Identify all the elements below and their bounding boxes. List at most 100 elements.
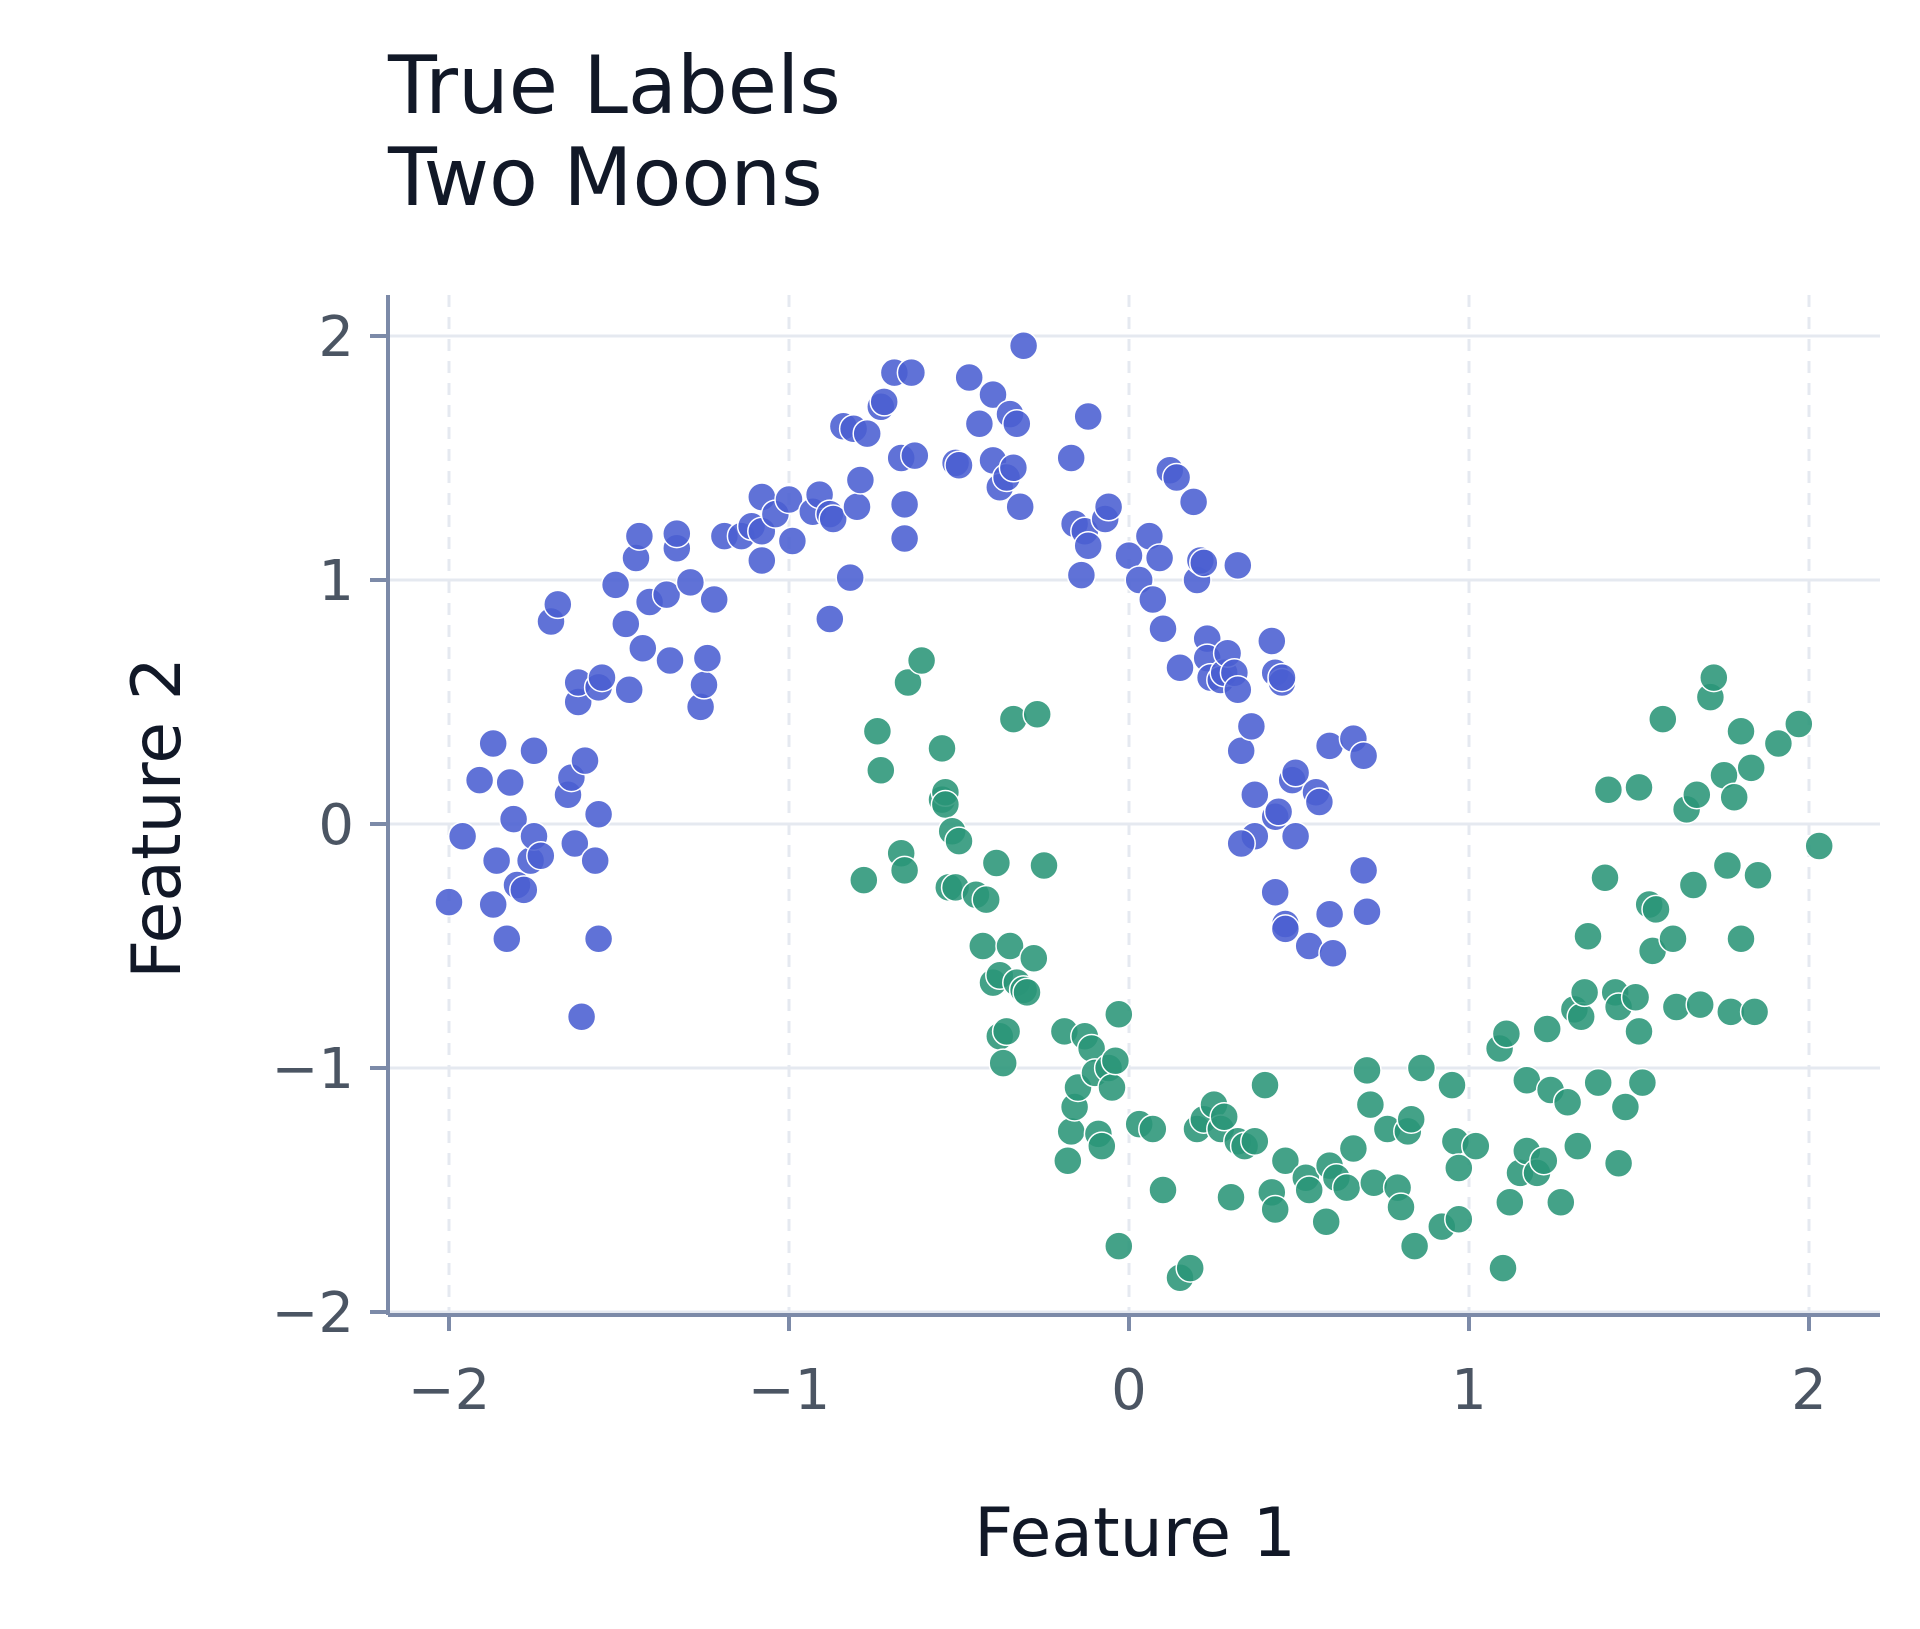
point-lower-moon (998, 704, 1029, 734)
point-lower-moon (1104, 999, 1134, 1030)
point-lower-moon (1627, 1067, 1658, 1098)
point-lower-moon (1682, 779, 1712, 810)
point-lower-moon (1590, 862, 1620, 893)
grid-layer (388, 295, 1880, 1315)
point-lower-moon (1097, 1072, 1127, 1103)
point-upper-moon (509, 875, 539, 905)
point-upper-moon (845, 465, 876, 495)
point-upper-moon (1144, 543, 1175, 573)
y-tick-label: 1 (318, 549, 354, 614)
point-upper-moon (583, 799, 614, 829)
point-lower-moon (1569, 977, 1600, 1008)
point-lower-moon (1216, 1182, 1246, 1213)
point-upper-moon (614, 675, 644, 705)
point-lower-moon (1641, 894, 1671, 925)
point-upper-moon (492, 923, 522, 954)
point-upper-moon (1260, 877, 1290, 908)
point-lower-moon (1685, 989, 1715, 1020)
point-lower-moon (930, 789, 961, 820)
point-lower-moon (1444, 1204, 1474, 1235)
point-lower-moon (1784, 709, 1814, 739)
point-lower-moon (1658, 923, 1688, 954)
point-lower-moon (1678, 870, 1709, 900)
point-upper-moon (842, 492, 872, 522)
point-upper-moon (1056, 443, 1086, 473)
point-upper-moon (1280, 821, 1311, 851)
point-upper-moon (1270, 914, 1301, 944)
point-upper-moon (747, 545, 777, 576)
point-lower-moon (1260, 1194, 1290, 1225)
point-lower-moon (889, 855, 920, 886)
point-lower-moon (1552, 1087, 1583, 1117)
point-upper-moon (1066, 560, 1097, 590)
point-lower-moon (1546, 1187, 1576, 1217)
point-lower-moon (1719, 782, 1749, 812)
point-lower-moon (1763, 728, 1794, 759)
point-upper-moon (434, 887, 464, 917)
point-upper-moon (655, 645, 685, 676)
point-upper-moon (675, 567, 706, 598)
point-upper-moon (835, 562, 865, 593)
x-tick-label: 0 (1111, 1358, 1147, 1423)
y-tick-label: 2 (318, 305, 354, 370)
point-lower-moon (1529, 1145, 1559, 1176)
point-lower-moon (1488, 1253, 1518, 1283)
point-upper-moon (1348, 855, 1379, 886)
point-lower-moon (1012, 977, 1042, 1008)
point-lower-moon (1355, 1089, 1386, 1120)
point-upper-moon (978, 379, 1008, 410)
point-lower-moon (1739, 997, 1770, 1027)
point-lower-moon (971, 884, 1001, 915)
point-upper-moon (1073, 531, 1103, 561)
point-upper-moon (1280, 758, 1311, 788)
point-upper-moon (1161, 462, 1192, 493)
point-lower-moon (991, 1016, 1022, 1047)
point-upper-moon (954, 362, 984, 393)
point-upper-moon (889, 489, 920, 520)
point-upper-moon (624, 521, 655, 551)
point-lower-moon (1444, 1153, 1474, 1183)
point-lower-moon (862, 716, 893, 747)
point-upper-moon (570, 745, 600, 776)
point-upper-moon (464, 765, 495, 795)
point-lower-moon (1029, 850, 1059, 881)
point-lower-moon (866, 755, 896, 786)
point-lower-moon (1352, 1055, 1382, 1086)
point-upper-moon (1223, 675, 1253, 705)
point-lower-moon (906, 645, 937, 676)
point-lower-moon (1331, 1172, 1362, 1203)
point-upper-moon (526, 840, 556, 871)
point-upper-moon (852, 418, 882, 449)
point-upper-moon (478, 889, 508, 920)
point-lower-moon (1610, 1092, 1641, 1122)
chart-subtitle: Two Moons (388, 131, 823, 224)
y-axis-title: Feature 2 (118, 657, 197, 979)
point-upper-moon (583, 923, 614, 954)
point-upper-moon (869, 387, 899, 417)
point-upper-moon (519, 736, 549, 766)
title-block: True Labels Two Moons (388, 40, 841, 224)
x-tick-label: 2 (1791, 1358, 1827, 1423)
point-upper-moon (600, 570, 631, 600)
chart-title: True Labels (388, 39, 841, 132)
point-upper-moon (651, 579, 682, 610)
point-lower-moon (1100, 1045, 1131, 1076)
point-lower-moon (1437, 1070, 1467, 1100)
point-lower-moon (1019, 943, 1049, 973)
point-upper-moon (628, 633, 658, 664)
point-upper-moon (566, 1002, 597, 1032)
x-tick-label: 1 (1451, 1358, 1487, 1423)
point-lower-moon (1338, 1133, 1369, 1164)
point-upper-moon (1257, 626, 1287, 656)
point-upper-moon (1304, 787, 1335, 817)
point-lower-moon (1056, 1116, 1086, 1147)
point-upper-moon (1236, 711, 1267, 742)
point-upper-moon (611, 609, 641, 639)
point-lower-moon (1270, 1145, 1301, 1176)
point-upper-moon (1352, 897, 1382, 927)
point-lower-moon (1573, 921, 1603, 951)
point-lower-moon (944, 826, 974, 856)
point-upper-moon (815, 604, 845, 634)
point-lower-moon (968, 931, 998, 961)
